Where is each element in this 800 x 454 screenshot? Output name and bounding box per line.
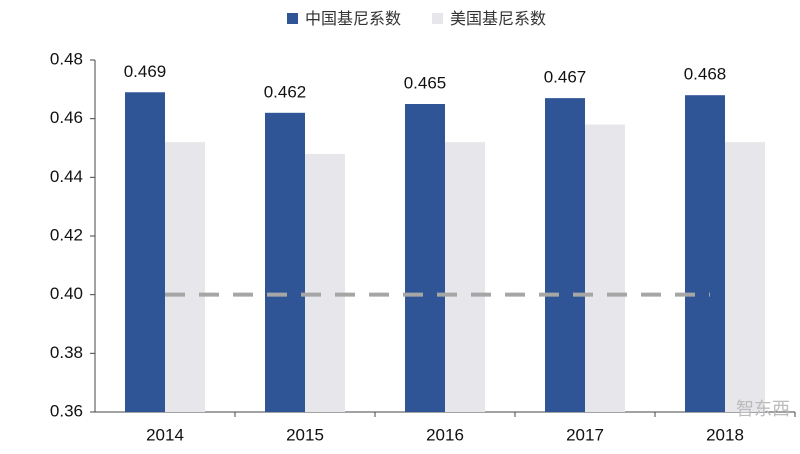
bar	[685, 95, 725, 412]
y-tick-label: 0.46	[50, 108, 83, 127]
legend-swatch	[432, 13, 443, 24]
bar	[545, 98, 585, 412]
x-tick-label: 2017	[566, 425, 604, 444]
bar	[305, 153, 345, 412]
x-tick-label: 2015	[286, 425, 324, 444]
bar	[125, 92, 165, 413]
data-label: 0.462	[264, 82, 307, 101]
x-tick-label: 2014	[146, 425, 184, 444]
bar	[165, 142, 205, 412]
bar	[445, 142, 485, 412]
legend-swatch	[287, 13, 298, 24]
bar	[725, 142, 765, 412]
y-tick-label: 0.48	[50, 49, 83, 68]
watermark: 智东西	[736, 399, 790, 419]
data-label: 0.468	[684, 65, 727, 84]
x-tick-label: 2016	[426, 425, 464, 444]
bar	[405, 104, 445, 412]
y-tick-label: 0.38	[50, 343, 83, 362]
x-tick-label: 2018	[706, 425, 744, 444]
data-label: 0.465	[404, 73, 447, 92]
y-tick-label: 0.42	[50, 225, 83, 244]
y-tick-label: 0.36	[50, 401, 83, 420]
bar	[585, 124, 625, 413]
data-label: 0.469	[124, 62, 167, 81]
y-tick-label: 0.44	[50, 167, 83, 186]
data-label: 0.467	[544, 68, 587, 87]
legend-label: 美国基尼系数	[450, 10, 546, 28]
bar	[265, 112, 305, 413]
y-tick-label: 0.40	[50, 284, 83, 303]
legend-label: 中国基尼系数	[305, 10, 401, 28]
